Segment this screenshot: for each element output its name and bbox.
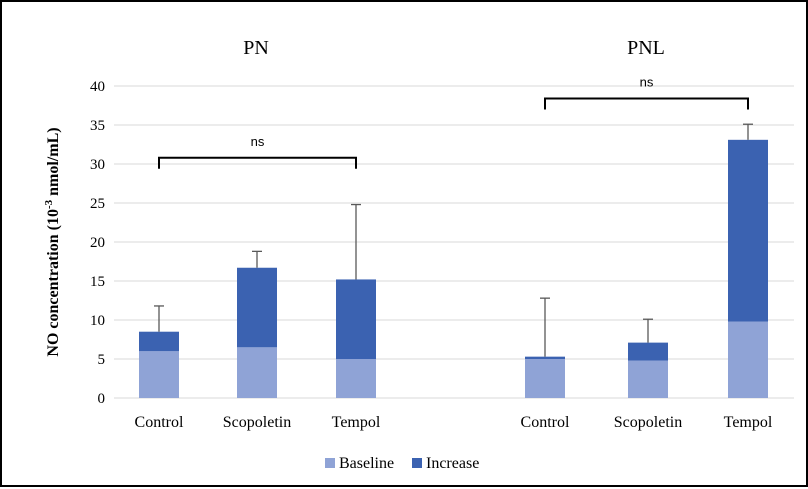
bar-baseline	[525, 359, 565, 398]
y-tick-label: 15	[90, 274, 105, 290]
y-axis: 0 5 10 15 20 25 30 35 40 NO concentration (10-3 n…	[43, 79, 105, 407]
x-tick-label: Tempol	[332, 414, 381, 431]
group-title: PNL	[627, 37, 665, 59]
y-tick-label: 20	[90, 235, 105, 251]
y-tick-label: 40	[90, 79, 105, 95]
bracket	[544, 97, 749, 110]
error-bars	[154, 123, 753, 357]
x-tick-label: Tempol	[724, 414, 773, 431]
y-tick-label: 25	[90, 196, 105, 212]
significance-brackets: ns ns	[158, 74, 749, 169]
y-tick-label: 0	[98, 391, 106, 407]
legend-swatch-increase	[412, 458, 422, 468]
x-axis-labels: Control Scopoletin Tempol Control Scopoletin…	[135, 414, 773, 431]
bar-baseline	[336, 359, 376, 398]
bracket	[158, 156, 357, 169]
y-tick-label: 5	[98, 352, 106, 368]
x-tick-label: Control	[521, 414, 570, 431]
bar-baseline	[728, 321, 768, 398]
y-axis-title: NO concentration (10-3 nmol/mL)	[43, 127, 62, 356]
bar-increase	[237, 267, 277, 348]
group-titles: PN PNL	[243, 37, 665, 59]
x-tick-label: Scopoletin	[614, 414, 682, 431]
y-tick-label: 35	[90, 118, 105, 134]
legend-swatch-baseline	[325, 458, 335, 468]
bar-baseline	[139, 351, 179, 398]
bar-increase	[336, 279, 376, 359]
y-axis-title-text: NO concentration (10	[45, 209, 62, 357]
bars	[139, 139, 768, 398]
bar-increase	[139, 331, 179, 352]
bar-baseline	[237, 347, 277, 398]
legend: Baseline Increase	[325, 455, 479, 472]
y-tick-label: 30	[90, 157, 105, 173]
x-tick-label: Scopoletin	[223, 414, 291, 431]
legend-label-increase: Increase	[426, 455, 479, 472]
bar-increase	[628, 342, 668, 361]
group-title: PN	[243, 37, 269, 59]
x-tick-label: Control	[135, 414, 184, 431]
legend-label-baseline: Baseline	[339, 455, 394, 472]
bar-baseline	[628, 360, 668, 398]
bracket-label: ns	[640, 74, 654, 89]
gridlines	[114, 85, 794, 399]
y-tick-label: 10	[90, 313, 105, 329]
y-axis-title-unit: nmol/mL)	[45, 127, 62, 199]
bar-increase	[525, 356, 565, 359]
bracket-label: ns	[251, 134, 265, 149]
bar-increase	[728, 139, 768, 322]
y-axis-title-superscript: -3	[43, 199, 55, 209]
